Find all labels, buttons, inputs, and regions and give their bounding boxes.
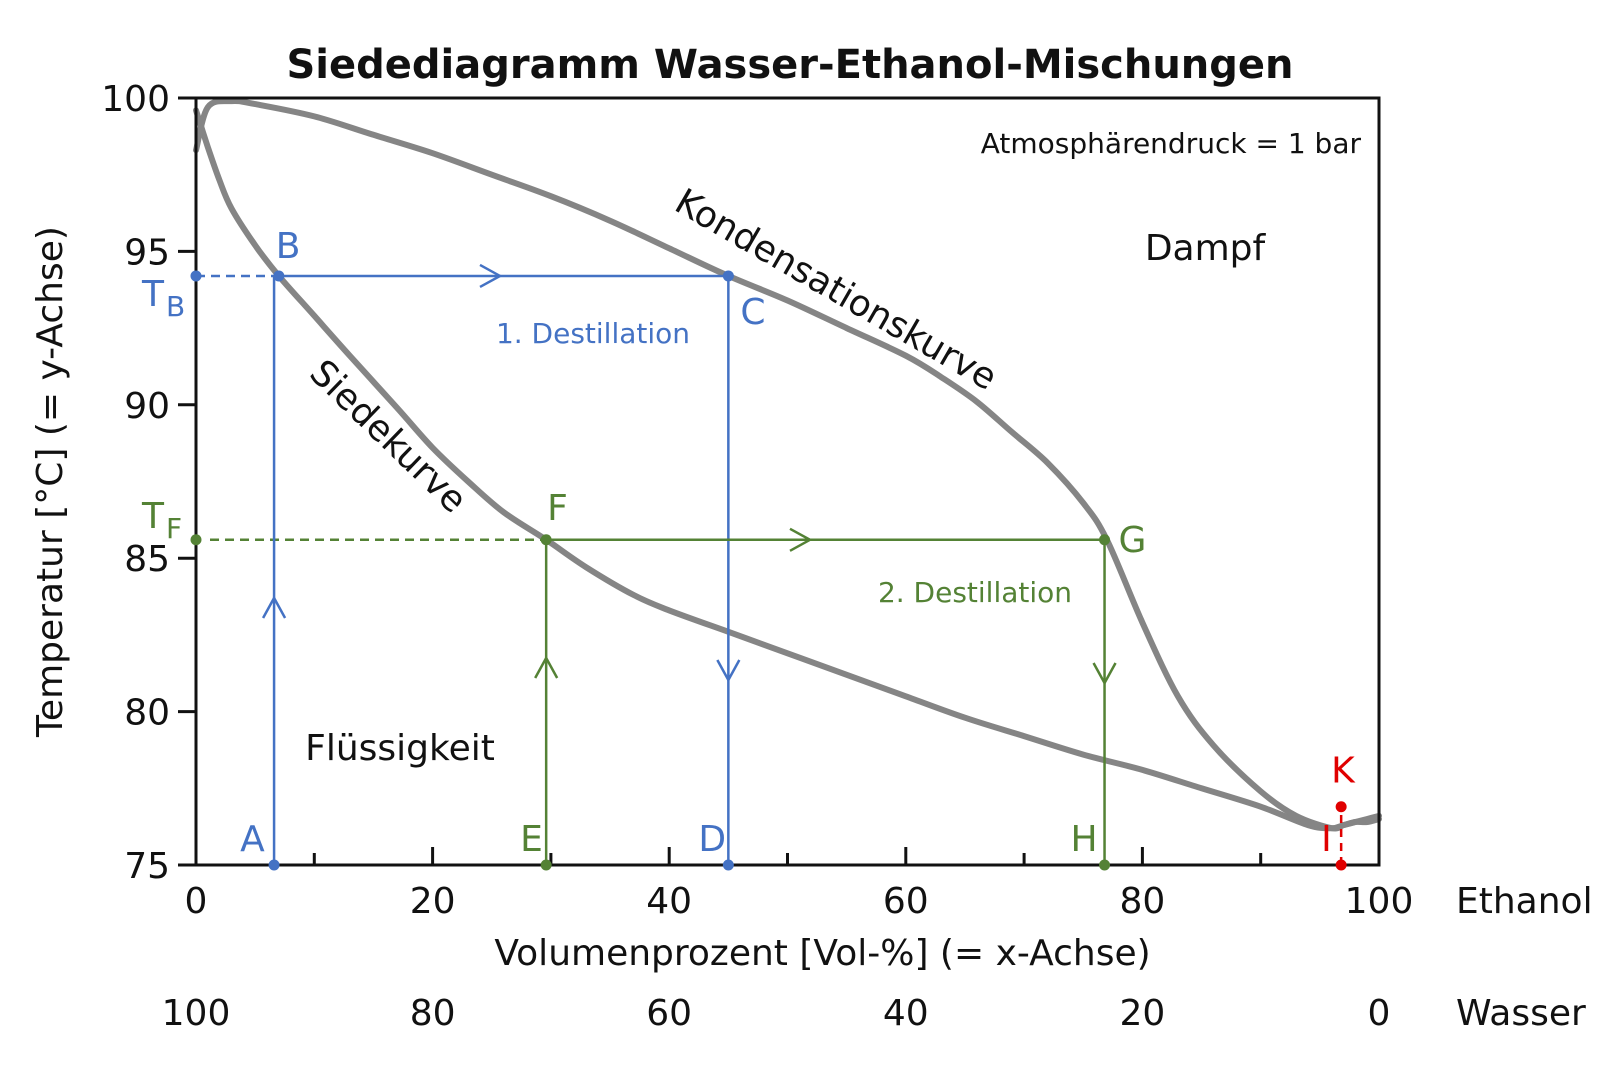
- x-tick-label: 100: [1345, 881, 1414, 922]
- point-i-label: I: [1321, 819, 1332, 860]
- distillation-1-down-arrow: [716, 659, 741, 683]
- x-axis-name: Ethanol: [1456, 881, 1593, 922]
- tf-marker: [190, 534, 202, 546]
- chart-title: Siedediagramm Wasser-Ethanol-Mischungen: [286, 42, 1293, 88]
- x-tick-label: 60: [883, 881, 929, 922]
- secondary-x-tick-label: 0: [1368, 993, 1391, 1034]
- point-c-marker: [722, 270, 734, 282]
- tb-marker: [190, 270, 202, 282]
- pressure-note: Atmosphärendruck = 1 bar: [981, 127, 1362, 160]
- y-tick-label: 90: [124, 386, 170, 427]
- point-g-marker: [1099, 534, 1111, 546]
- x-axis-label: Volumenprozent [Vol-%] (= x-Achse): [494, 933, 1150, 974]
- distillation-2-right-arrow: [789, 527, 813, 552]
- secondary-x-tick-label: 60: [646, 993, 692, 1034]
- point-e-label: E: [520, 819, 543, 860]
- point-d-label: D: [698, 819, 726, 860]
- y-tick-label: 100: [101, 79, 170, 120]
- x-tick-label: 20: [410, 881, 456, 922]
- x-tick-label: 40: [646, 881, 692, 922]
- point-c-label: C: [740, 292, 765, 333]
- condensation-curve-label: Kondensationskurve: [668, 181, 1004, 398]
- region-label-liquid: Flüssigkeit: [305, 728, 495, 769]
- point-h-label: H: [1071, 819, 1098, 860]
- secondary-x-tick-label: 40: [883, 993, 929, 1034]
- point-d-marker: [722, 859, 734, 871]
- secondary-x-tick-label: 80: [410, 993, 456, 1034]
- secondary-x-tick-label: 20: [1119, 993, 1165, 1034]
- tb-subscript: B: [166, 290, 185, 323]
- y-axis-label: Temperatur [°C] (= y-Achse): [30, 226, 71, 738]
- point-f-marker: [540, 534, 552, 546]
- y-tick-label: 85: [124, 539, 170, 580]
- distillation-2-up-arrow: [534, 655, 559, 679]
- point-b-label: B: [276, 226, 301, 267]
- point-i-marker: [1335, 859, 1347, 871]
- boiling-curve: [193, 107, 1382, 832]
- point-g-label: G: [1119, 520, 1147, 561]
- point-h-marker: [1099, 859, 1111, 871]
- distillation-1-up-arrow: [261, 595, 287, 619]
- tb-label: T: [141, 274, 165, 315]
- distillation-2-label: 2. Destillation: [878, 576, 1072, 609]
- distillation-2-down-arrow: [1092, 662, 1117, 686]
- y-tick-label: 75: [124, 846, 170, 887]
- x-tick-label: 80: [1119, 881, 1165, 922]
- distillation-1-right-arrow: [479, 263, 503, 289]
- point-a-marker: [268, 859, 280, 871]
- point-f-label: F: [547, 488, 568, 529]
- plot-area: 75 80 85 90 95 100 0 100 20 80 40 60 60 40 80 20 100 0 Eth…: [30, 79, 1593, 1034]
- tf-label: T: [141, 496, 165, 537]
- point-k-label: K: [1331, 751, 1356, 792]
- point-b-marker: [273, 270, 285, 282]
- y-tick-label: 80: [124, 693, 170, 734]
- secondary-x-axis-name: Wasser: [1456, 993, 1586, 1034]
- region-label-vapor: Dampf: [1145, 228, 1267, 269]
- condensation-curve: [193, 97, 1382, 832]
- point-a-label: A: [240, 819, 265, 860]
- secondary-x-tick-label: 100: [162, 993, 231, 1034]
- boiling-curve-label: Siedekurve: [302, 352, 475, 521]
- x-tick-label: 0: [185, 881, 208, 922]
- distillation-1-label: 1. Destillation: [496, 317, 690, 350]
- tf-subscript: F: [166, 512, 182, 545]
- point-e-marker: [540, 859, 552, 871]
- y-tick-label: 95: [124, 232, 170, 273]
- point-k-marker: [1335, 801, 1347, 813]
